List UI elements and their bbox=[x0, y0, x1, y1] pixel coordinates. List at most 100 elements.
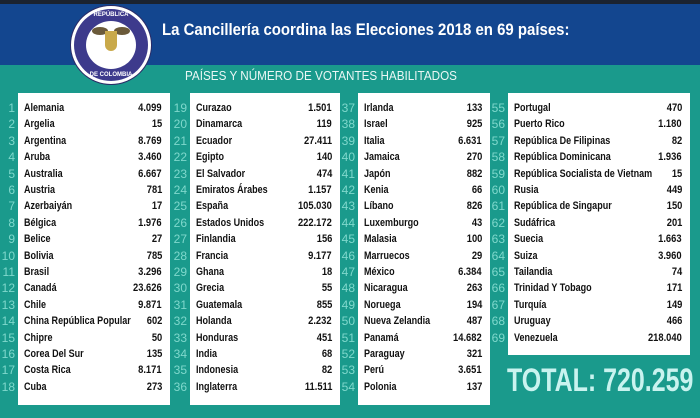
voter-count: 855 bbox=[316, 298, 332, 311]
voter-count: 222.172 bbox=[298, 216, 332, 229]
country-row: 58 República Dominicana 1.936 bbox=[492, 150, 690, 166]
country-name: Holanda bbox=[196, 315, 232, 328]
voter-count: 321 bbox=[466, 348, 482, 360]
logo-text-top: REPÚBLICA bbox=[93, 12, 129, 18]
country-name: Marruecos bbox=[364, 249, 410, 262]
country-name: Alemania bbox=[24, 102, 65, 114]
country-name: Suecia bbox=[514, 233, 544, 246]
country-row: 44 Luxemburgo 43 bbox=[342, 216, 490, 232]
country-row: 7 Azerbaiyán 17 bbox=[8, 199, 170, 215]
country-row: 43 Líbano 826 bbox=[342, 199, 490, 215]
row-number: 21 bbox=[173, 133, 187, 148]
country-row: 6 Austria 781 bbox=[8, 183, 170, 199]
row-number: 9 bbox=[8, 232, 15, 247]
country-name: Paraguay bbox=[364, 348, 405, 360]
row-number: 66 bbox=[491, 281, 505, 296]
row-number: 68 bbox=[491, 314, 505, 329]
voter-count: 6.384 bbox=[458, 266, 482, 278]
voter-count: 8.769 bbox=[138, 134, 162, 147]
voter-count: 15 bbox=[151, 118, 162, 131]
country-row: 67 Turquía 149 bbox=[492, 298, 690, 314]
country-row: 69 Venezuela 218.040 bbox=[492, 331, 690, 347]
country-row: 55 Portugal 470 bbox=[492, 101, 690, 117]
row-number: 51 bbox=[341, 330, 355, 345]
country-row: 4 Aruba 3.460 bbox=[8, 150, 170, 166]
voter-count: 785 bbox=[146, 249, 162, 262]
row-number: 59 bbox=[491, 166, 505, 181]
row-number: 39 bbox=[341, 133, 355, 148]
country-name: Luxemburgo bbox=[364, 216, 419, 229]
country-name: Polonia bbox=[364, 380, 397, 393]
country-row: 59 República Socialista de Vietnam 15 bbox=[492, 167, 690, 183]
country-row: 32 Holanda 2.232 bbox=[174, 314, 340, 330]
country-name: Nicaragua bbox=[364, 282, 408, 295]
voter-count: 1.501 bbox=[308, 102, 332, 114]
country-name: Argelia bbox=[24, 118, 55, 131]
row-number: 20 bbox=[173, 117, 187, 132]
country-name: Israel bbox=[364, 118, 388, 131]
row-number: 17 bbox=[1, 363, 15, 378]
row-number: 7 bbox=[8, 199, 15, 214]
country-row: 23 El Salvador 474 bbox=[174, 167, 340, 183]
voter-count: 3.460 bbox=[138, 151, 162, 164]
voter-count: 137 bbox=[466, 380, 482, 393]
country-row: 62 Sudáfrica 201 bbox=[492, 216, 690, 232]
row-number: 45 bbox=[341, 232, 355, 247]
country-row: 39 Italia 6.631 bbox=[342, 134, 490, 150]
voter-count: 9.871 bbox=[138, 298, 162, 311]
voter-count: 133 bbox=[466, 102, 482, 114]
voter-count: 882 bbox=[466, 167, 482, 180]
row-number: 43 bbox=[341, 199, 355, 214]
row-number: 60 bbox=[491, 183, 505, 197]
voter-count: 449 bbox=[666, 184, 682, 196]
country-name: Sudáfrica bbox=[514, 216, 556, 229]
country-row: 5 Australia 6.667 bbox=[8, 167, 170, 183]
country-row: 33 Honduras 451 bbox=[174, 331, 340, 347]
row-number: 62 bbox=[491, 215, 505, 230]
country-name: Bélgica bbox=[24, 216, 57, 229]
voter-count: 3.296 bbox=[138, 266, 162, 278]
voter-count: 140 bbox=[316, 151, 332, 164]
country-name: Brasil bbox=[24, 266, 50, 278]
voter-count: 156 bbox=[316, 233, 332, 246]
row-number: 12 bbox=[1, 281, 15, 296]
country-row: 45 Malasia 100 bbox=[342, 232, 490, 248]
country-name: Jamaica bbox=[364, 151, 400, 164]
voter-count: 4.099 bbox=[138, 102, 162, 114]
row-number: 46 bbox=[341, 248, 355, 263]
country-row: 31 Guatemala 855 bbox=[174, 298, 340, 314]
country-name: India bbox=[196, 348, 218, 360]
coat-of-arms-icon bbox=[86, 21, 136, 69]
country-row: 61 República de Singapur 150 bbox=[492, 199, 690, 215]
row-number: 24 bbox=[173, 183, 187, 197]
row-number: 4 bbox=[8, 150, 15, 165]
row-number: 27 bbox=[173, 232, 187, 247]
country-row: 68 Uruguay 466 bbox=[492, 314, 690, 330]
country-row: 40 Jamaica 270 bbox=[342, 150, 490, 166]
row-number: 57 bbox=[491, 133, 505, 148]
country-name: Rusia bbox=[514, 184, 539, 196]
row-number: 18 bbox=[1, 379, 15, 394]
country-row: 64 Suiza 3.960 bbox=[492, 249, 690, 265]
country-panel-1: 1 Alemania 4.099 2 Argelia 15 3 Argentina 8.769 4… bbox=[2, 93, 170, 405]
row-number: 35 bbox=[173, 363, 187, 378]
voter-count: 466 bbox=[666, 315, 682, 328]
voter-count: 14.682 bbox=[453, 331, 482, 344]
row-number: 38 bbox=[341, 117, 355, 132]
country-row: 27 Finlandia 156 bbox=[174, 232, 340, 248]
voter-count: 925 bbox=[466, 118, 482, 131]
voter-count: 171 bbox=[666, 282, 682, 295]
country-name: Trinidad Y Tobago bbox=[514, 282, 592, 295]
voter-count: 105.030 bbox=[298, 200, 332, 213]
voter-count: 1.180 bbox=[658, 118, 682, 131]
row-number: 1 bbox=[8, 101, 15, 115]
voter-count: 149 bbox=[666, 298, 682, 311]
voter-count: 82 bbox=[321, 364, 332, 377]
voter-count: 470 bbox=[666, 102, 682, 114]
country-name: Perú bbox=[364, 364, 385, 377]
country-name: Italia bbox=[364, 134, 385, 147]
voter-count: 263 bbox=[466, 282, 482, 295]
country-row: 54 Polonia 137 bbox=[342, 380, 490, 396]
row-number: 25 bbox=[173, 199, 187, 214]
country-name: Cuba bbox=[24, 380, 47, 393]
